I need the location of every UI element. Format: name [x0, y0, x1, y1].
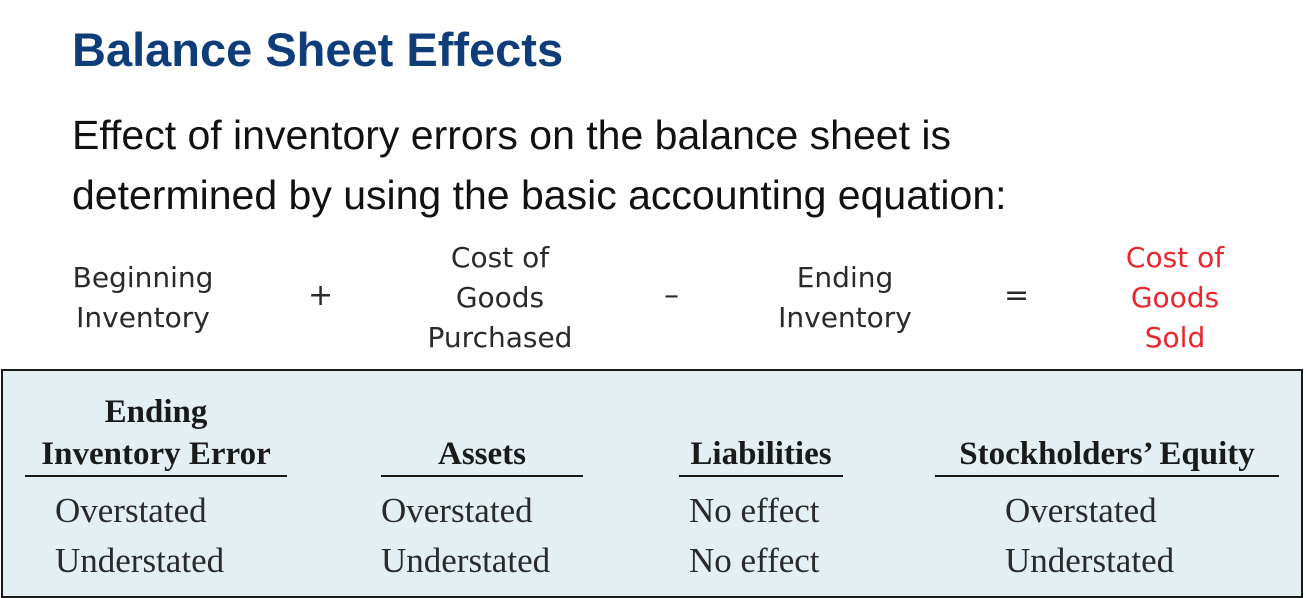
- header-underline-2: [381, 475, 583, 477]
- equation-minus-sign: –: [664, 278, 679, 313]
- equation-equals-sign: =: [1004, 278, 1030, 313]
- table-cell: Overstated: [381, 491, 533, 530]
- intro-text: Effect of inventory errors on the balanc…: [72, 105, 1252, 225]
- inventory-error-table: Ending Inventory Error Assets Liabilitie…: [1, 369, 1303, 598]
- header-underline-4: [935, 475, 1279, 477]
- header-liabilities: Liabilities: [690, 436, 832, 472]
- equation-beginning-inventory: Beginning Inventory: [72, 261, 214, 334]
- equation-cost-of-goods-sold: Cost of Goods Sold: [1125, 241, 1225, 354]
- equation-cost-of-goods-purchased: Cost of Goods Purchased: [427, 241, 573, 354]
- equation-plus-sign: +: [308, 278, 334, 313]
- header-ending-inventory-error: Ending Inventory Error: [41, 394, 271, 472]
- table-cell: No effect: [689, 491, 820, 530]
- header-assets: Assets: [438, 436, 526, 472]
- header-underline-3: [679, 475, 843, 477]
- table-cell: Understated: [381, 541, 551, 580]
- table-cell: No effect: [689, 541, 820, 580]
- table-cell: Understated: [1005, 541, 1175, 580]
- header-stockholders-equity: Stockholders’ Equity: [959, 436, 1255, 472]
- table-cell: Overstated: [55, 491, 207, 530]
- header-underline-1: [25, 475, 287, 477]
- table-cell: Overstated: [1005, 491, 1157, 530]
- intro-line-1: Effect of inventory errors on the balanc…: [72, 112, 951, 158]
- equation-ending-inventory: Ending Inventory: [778, 261, 912, 334]
- page-title: Balance Sheet Effects: [72, 23, 564, 76]
- intro-line-2: determined by using the basic accounting…: [72, 172, 1007, 218]
- table-cell: Understated: [55, 541, 225, 580]
